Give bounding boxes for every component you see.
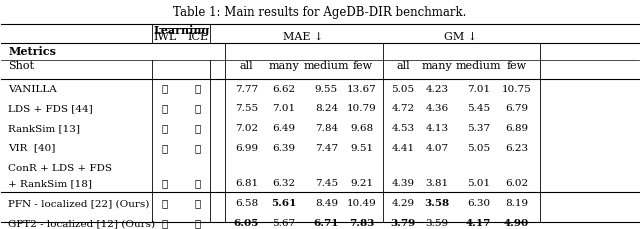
Text: ✗: ✗ xyxy=(195,124,200,133)
Text: 6.79: 6.79 xyxy=(505,104,528,113)
Text: medium: medium xyxy=(456,61,501,71)
Text: LDS + FDS [44]: LDS + FDS [44] xyxy=(8,104,93,113)
Text: 6.71: 6.71 xyxy=(314,219,339,228)
Text: many: many xyxy=(422,61,452,71)
Text: VIR  [40]: VIR [40] xyxy=(8,144,56,153)
Text: ✗: ✗ xyxy=(195,104,200,113)
Text: Table 1: Main results for AgeDB-DIR benchmark.: Table 1: Main results for AgeDB-DIR benc… xyxy=(173,6,467,19)
Text: ✓: ✓ xyxy=(195,219,200,228)
Text: ✗: ✗ xyxy=(195,144,200,153)
Text: 4.41: 4.41 xyxy=(392,144,415,153)
Text: ✓: ✓ xyxy=(162,144,168,153)
Text: ✓: ✓ xyxy=(162,179,168,188)
Text: 10.75: 10.75 xyxy=(502,85,532,93)
Text: 8.19: 8.19 xyxy=(505,199,528,208)
Text: 6.49: 6.49 xyxy=(272,124,295,133)
Text: ✓: ✓ xyxy=(195,199,200,208)
Text: 6.89: 6.89 xyxy=(505,124,528,133)
Text: 3.59: 3.59 xyxy=(426,219,449,228)
Text: ✗: ✗ xyxy=(162,219,168,228)
Text: ✓: ✓ xyxy=(162,104,168,113)
Text: 9.21: 9.21 xyxy=(351,179,374,188)
Text: many: many xyxy=(268,61,299,71)
Text: medium: medium xyxy=(303,61,349,71)
Text: ✗: ✗ xyxy=(162,199,168,208)
Text: 6.05: 6.05 xyxy=(234,219,259,228)
Text: 9.68: 9.68 xyxy=(351,124,374,133)
Text: few: few xyxy=(352,61,372,71)
Text: 9.55: 9.55 xyxy=(315,85,338,93)
Text: 13.67: 13.67 xyxy=(348,85,377,93)
Text: ConR + LDS + FDS: ConR + LDS + FDS xyxy=(8,164,113,173)
Text: 5.61: 5.61 xyxy=(271,199,296,208)
Text: 3.79: 3.79 xyxy=(390,219,415,228)
Text: ✓: ✓ xyxy=(162,85,168,93)
Text: 10.79: 10.79 xyxy=(348,104,377,113)
Text: 6.30: 6.30 xyxy=(467,199,490,208)
Text: 7.77: 7.77 xyxy=(235,85,258,93)
Text: 7.02: 7.02 xyxy=(235,124,258,133)
Text: few: few xyxy=(507,61,527,71)
Text: + RankSim [18]: + RankSim [18] xyxy=(8,179,92,188)
Text: 6.02: 6.02 xyxy=(505,179,528,188)
Text: 6.99: 6.99 xyxy=(235,144,258,153)
Text: 6.23: 6.23 xyxy=(505,144,528,153)
Text: IWL: IWL xyxy=(153,32,177,42)
Text: all: all xyxy=(396,61,410,71)
Text: 8.49: 8.49 xyxy=(315,199,338,208)
Text: GM ↓: GM ↓ xyxy=(444,32,477,42)
Text: VANILLA: VANILLA xyxy=(8,85,57,93)
Text: all: all xyxy=(240,61,253,71)
Text: 4.13: 4.13 xyxy=(426,124,449,133)
Text: ✓: ✓ xyxy=(162,124,168,133)
Text: 4.39: 4.39 xyxy=(392,179,415,188)
Text: ✗: ✗ xyxy=(195,179,200,188)
Text: 4.07: 4.07 xyxy=(426,144,449,153)
Text: 9.51: 9.51 xyxy=(351,144,374,153)
Text: Metrics: Metrics xyxy=(8,46,56,57)
Text: 5.05: 5.05 xyxy=(467,144,490,153)
Text: 4.72: 4.72 xyxy=(392,104,415,113)
Text: 5.05: 5.05 xyxy=(392,85,415,93)
Text: 4.90: 4.90 xyxy=(504,219,529,228)
Text: 3.58: 3.58 xyxy=(424,199,449,208)
Text: 5.67: 5.67 xyxy=(272,219,295,228)
Text: ICL: ICL xyxy=(187,32,207,42)
Text: 4.17: 4.17 xyxy=(466,219,491,228)
Text: 8.24: 8.24 xyxy=(315,104,338,113)
Text: 10.49: 10.49 xyxy=(348,199,377,208)
Text: 6.62: 6.62 xyxy=(272,85,295,93)
Text: 7.83: 7.83 xyxy=(349,219,375,228)
Text: 4.23: 4.23 xyxy=(426,85,449,93)
Text: 4.53: 4.53 xyxy=(392,124,415,133)
Text: 5.45: 5.45 xyxy=(467,104,490,113)
Text: 7.45: 7.45 xyxy=(315,179,338,188)
Text: MAE ↓: MAE ↓ xyxy=(284,32,324,42)
Text: RankSim [13]: RankSim [13] xyxy=(8,124,81,133)
Text: 7.84: 7.84 xyxy=(315,124,338,133)
Text: ✗: ✗ xyxy=(195,85,200,93)
Text: 4.36: 4.36 xyxy=(426,104,449,113)
Text: Shot: Shot xyxy=(8,61,35,71)
Text: 6.81: 6.81 xyxy=(235,179,258,188)
Text: 7.01: 7.01 xyxy=(272,104,295,113)
Text: 6.39: 6.39 xyxy=(272,144,295,153)
Text: 4.29: 4.29 xyxy=(392,199,415,208)
Text: 7.01: 7.01 xyxy=(467,85,490,93)
Text: 3.81: 3.81 xyxy=(426,179,449,188)
Text: 5.37: 5.37 xyxy=(467,124,490,133)
Text: 6.58: 6.58 xyxy=(235,199,258,208)
Text: 6.32: 6.32 xyxy=(272,179,295,188)
Text: 7.47: 7.47 xyxy=(315,144,338,153)
Text: 7.55: 7.55 xyxy=(235,104,258,113)
Text: GPT2 - localized [12] (Ours): GPT2 - localized [12] (Ours) xyxy=(8,219,156,228)
Text: 5.01: 5.01 xyxy=(467,179,490,188)
Text: PFN - localized [22] (Ours): PFN - localized [22] (Ours) xyxy=(8,199,150,208)
Text: Learning: Learning xyxy=(153,25,210,36)
